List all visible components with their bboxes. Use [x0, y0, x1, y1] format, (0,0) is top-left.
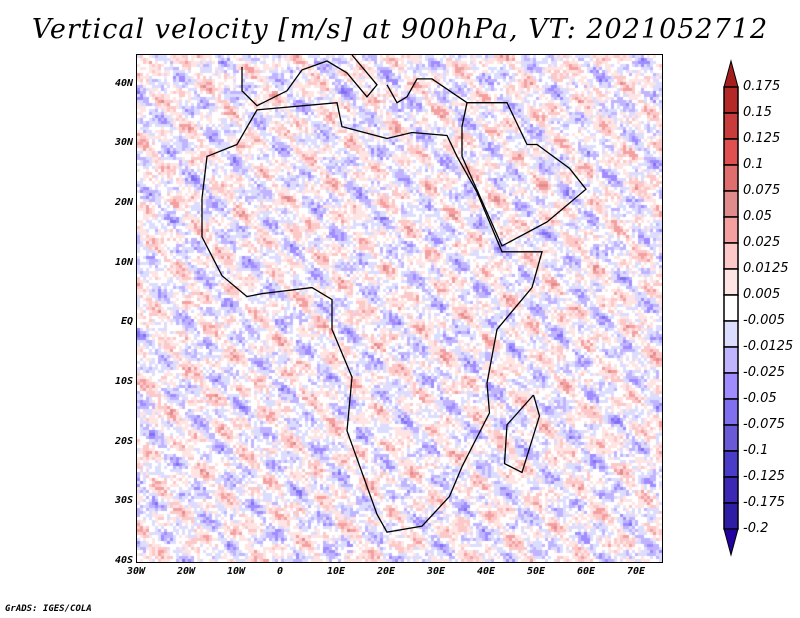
- x-tick-label: 50E: [527, 566, 546, 577]
- colorbar-label: 0.15: [743, 105, 772, 120]
- colorbar-label: -0.1: [743, 443, 769, 458]
- coastlines: [201, 54, 587, 533]
- colorbar-bottom-triangle: [723, 528, 739, 557]
- colorbar-top-triangle: [723, 59, 739, 88]
- coastline-europe: [241, 54, 378, 107]
- colorbar-label: -0.075: [743, 417, 785, 432]
- coastline-arabia: [461, 102, 587, 247]
- colorbar-label: 0.05: [743, 209, 772, 224]
- colorbar-box: [723, 138, 739, 166]
- x-tick-label: 30E: [427, 566, 446, 577]
- x-tick-label: 20W: [177, 566, 196, 577]
- x-tick-label: 70E: [627, 566, 646, 577]
- plot-title: Vertical velocity [m/s] at 900hPa, VT: 2…: [31, 14, 769, 45]
- x-tick-label: 30W: [127, 566, 146, 577]
- x-tick-label: 60E: [577, 566, 596, 577]
- colorbar-label: -0.005: [743, 313, 785, 328]
- x-tick-label: 20E: [377, 566, 396, 577]
- colorbar-label: 0.075: [743, 183, 781, 198]
- y-tick-label: 40N: [114, 77, 133, 89]
- colorbar-box: [723, 190, 739, 218]
- map-area: [137, 54, 662, 562]
- colorbar-label: -0.175: [743, 495, 785, 510]
- y-tick-label: EQ: [120, 316, 133, 328]
- colorbar-label: -0.125: [743, 469, 785, 484]
- velocity-field: [137, 55, 662, 562]
- colorbar-box: [723, 294, 739, 322]
- y-tick-label: 10N: [114, 256, 133, 268]
- colorbar-box: [723, 346, 739, 374]
- colorbar-box: [723, 424, 739, 452]
- coastline-madagascar: [503, 394, 541, 474]
- colorbar-box: [723, 372, 739, 400]
- colorbar-label: -0.0125: [743, 339, 794, 354]
- colorbar-box: [723, 476, 739, 504]
- y-tick-label: 30S: [114, 495, 133, 507]
- y-tick-label: 10S: [114, 376, 133, 388]
- colorbar-label: 0.175: [743, 79, 781, 94]
- x-tick-label: 10E: [327, 566, 346, 577]
- colorbar-box: [723, 450, 739, 478]
- colorbar-label: -0.2: [743, 521, 769, 536]
- colorbar-label: -0.025: [743, 365, 785, 380]
- colorbar-box: [723, 164, 739, 192]
- y-tick-label: 20N: [114, 197, 133, 209]
- colorbar-box: [723, 320, 739, 348]
- y-tick-label: 20S: [114, 435, 133, 447]
- colorbar-label: -0.05: [743, 391, 777, 406]
- colorbar-box: [723, 216, 739, 244]
- colorbar-label: 0.025: [743, 235, 781, 250]
- x-tick-label: 40E: [477, 566, 496, 577]
- colorbar-box: [723, 86, 739, 114]
- colorbar-label: 0.005: [743, 287, 781, 302]
- coastline-greece: [386, 78, 468, 104]
- colorbar-label: 0.1: [743, 157, 764, 172]
- colorbar-box: [723, 112, 739, 140]
- colorbar-box: [723, 398, 739, 426]
- coastline-africa: [201, 102, 543, 533]
- y-tick-label: 40S: [114, 555, 133, 566]
- colorbar-label: 0.125: [743, 131, 781, 146]
- footer-credit: GrADS: IGES/COLA: [5, 604, 92, 614]
- colorbar-label: 0.0125: [743, 261, 789, 276]
- x-tick-label: 10W: [227, 566, 246, 577]
- x-tick-label: 0: [277, 566, 284, 577]
- y-tick-label: 30N: [114, 137, 133, 149]
- colorbar-box: [723, 268, 739, 296]
- plot-frame: [136, 54, 663, 563]
- colorbar-box: [723, 502, 739, 530]
- colorbar-box: [723, 242, 739, 270]
